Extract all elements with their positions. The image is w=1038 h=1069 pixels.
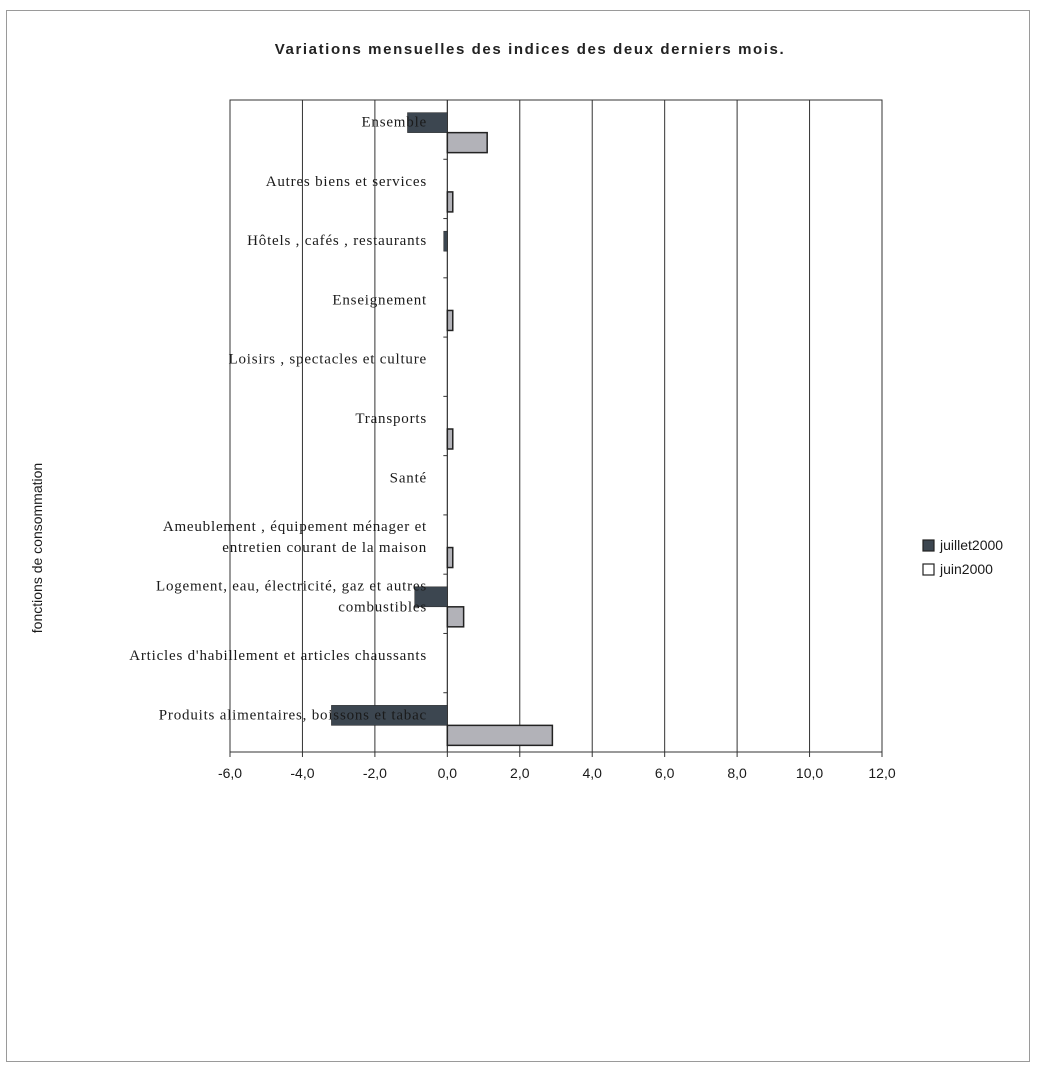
bar-juin2000 xyxy=(446,191,454,213)
plot-area: -6,0 -4,0 -2,0 0,0 2,0 4,0 6,0 8,0 10,0 12,0 Ensem… xyxy=(129,99,896,781)
bar-juin2000 xyxy=(446,546,454,569)
category-label: Produits alimentaires, boissons et tabac xyxy=(159,707,427,723)
y-axis-label: fonctions de consommation xyxy=(29,463,45,633)
x-tick-label: 4,0 xyxy=(582,765,602,781)
x-tick-label: -2,0 xyxy=(363,765,387,781)
legend-swatch xyxy=(922,539,935,552)
category-label: Transports xyxy=(355,411,427,427)
category-label: Santé xyxy=(390,470,427,486)
plot-border xyxy=(229,99,883,753)
bar-juillet2000 xyxy=(407,112,448,133)
bar-juin2000 xyxy=(446,131,488,154)
bar-juin2000 xyxy=(446,428,454,450)
x-tick-label: 0,0 xyxy=(438,765,458,781)
legend: juillet2000 juin2000 xyxy=(910,530,1026,588)
x-tick-label: 10,0 xyxy=(796,765,823,781)
bar-juin2000 xyxy=(446,309,454,332)
category-label: Ameublement , équipement ménager et xyxy=(163,519,427,535)
chart-title: Variations mensuelles des indices des de… xyxy=(275,41,786,58)
category-label: entretien courant de la maison xyxy=(222,540,427,556)
category-label: Enseignement xyxy=(332,292,427,308)
legend-swatch xyxy=(922,563,935,576)
x-tick-label: -4,0 xyxy=(290,765,314,781)
category-label: Autres biens et services xyxy=(266,174,427,190)
category-label: Logement, eau, électricité, gaz et autre… xyxy=(156,578,427,594)
category-label: combustibles xyxy=(338,599,427,615)
chart-frame xyxy=(6,10,1030,1062)
legend-label: juillet2000 xyxy=(939,537,1003,553)
x-tick-label: -6,0 xyxy=(218,765,242,781)
bar-juin2000 xyxy=(446,606,465,628)
x-tick-label: 2,0 xyxy=(510,765,530,781)
x-tick-label: 12,0 xyxy=(868,765,895,781)
x-tick-label: 6,0 xyxy=(655,765,675,781)
bar-juin2000 xyxy=(446,724,554,747)
bar-juillet2000 xyxy=(331,705,448,726)
category-label: Articles d'habillement et articles chaus… xyxy=(129,648,427,664)
x-tick-label: 8,0 xyxy=(727,765,747,781)
category-label: Ensemble xyxy=(361,115,427,131)
category-label: Loisirs , spectacles et culture xyxy=(229,352,428,368)
bar-juillet2000 xyxy=(443,230,448,252)
legend-label: juin2000 xyxy=(939,561,993,577)
category-label: Hôtels , cafés , restaurants xyxy=(247,233,427,249)
bar-juillet2000 xyxy=(414,586,448,608)
